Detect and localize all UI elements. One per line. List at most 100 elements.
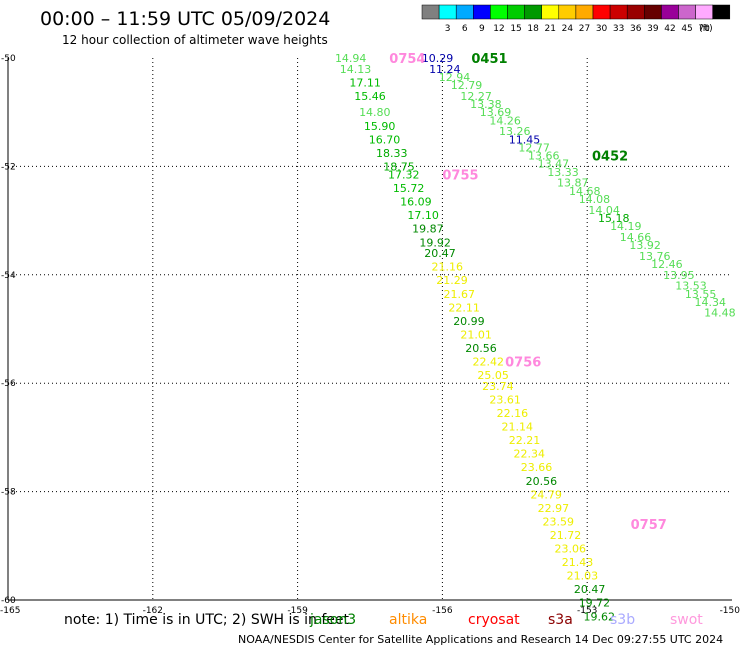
swh-value-label: 23.66: [521, 461, 553, 474]
legend-label: 18: [527, 24, 539, 34]
legend-label: 15: [510, 24, 521, 34]
legend-label: 42: [664, 24, 675, 34]
legend-swatch: [712, 4, 731, 20]
swh-value-label: 21.14: [501, 421, 533, 434]
legend-swatch: [524, 4, 542, 20]
legend-swatch: [455, 4, 474, 20]
legend-swatch: [609, 4, 628, 20]
swh-value-label: 14.08: [579, 193, 611, 206]
legend-label: 6: [462, 24, 468, 34]
swh-value-label: 12.46: [651, 258, 683, 271]
y-tick-label: -56: [1, 379, 16, 389]
swh-value-label: 13.76: [639, 250, 671, 263]
legend-swatch: [421, 4, 440, 20]
swh-value-label: 21.01: [460, 328, 492, 341]
y-tick-label: -60: [1, 596, 16, 606]
legend-unit: (ft): [699, 24, 713, 34]
swh-value-label: 19.92: [419, 236, 451, 249]
swh-value-label: 14.68: [569, 185, 601, 198]
swh-value-label: 13.55: [685, 288, 717, 301]
legend-swatch: [592, 4, 611, 20]
swh-value-label: 25.05: [477, 369, 509, 382]
legend-swatch: [695, 4, 713, 20]
sat-label-jason3: jason3: [310, 612, 357, 628]
legend-label: 36: [630, 24, 642, 34]
legend-label: 39: [647, 24, 659, 34]
legend-label: 27: [579, 24, 590, 34]
swh-value-label: 13.69: [480, 106, 512, 119]
y-tick-label: -50: [1, 54, 16, 64]
sat-label-s3b: s3b: [610, 612, 636, 628]
swh-value-label: 23.06: [555, 543, 587, 556]
swh-value-label: 13.95: [663, 269, 695, 282]
swh-value-label: 14.19: [610, 220, 642, 233]
color-legend: 3 6 9 12 15 18 21 24 27 30 33 36 39 42 45 70(ft): [421, 4, 731, 34]
legend-label: 3: [445, 24, 451, 34]
swh-value-label: 14.34: [695, 296, 727, 309]
swh-value-label: 16.09: [400, 196, 432, 209]
swh-value-label: 22.11: [448, 301, 480, 314]
x-tick-label: -162: [143, 606, 163, 616]
swh-value-label: 13.33: [547, 166, 579, 179]
y-tick-label: -54: [1, 271, 16, 281]
swh-value-label: 21.43: [562, 556, 594, 569]
swh-value-label: 12.27: [460, 90, 492, 103]
legend-label: 33: [613, 24, 624, 34]
swh-value-label: 22.42: [473, 356, 505, 369]
time-label: 0755: [442, 169, 478, 184]
swh-value-label: 12.94: [439, 71, 471, 84]
legend-swatch: [507, 4, 525, 20]
legend-swatch: [558, 4, 577, 20]
legend-label: 24: [562, 24, 574, 34]
x-tick-label: -159: [287, 606, 308, 616]
swh-value-label: 14.26: [489, 114, 521, 127]
footer-note: note: 1) Time is in UTC; 2) SWH is in fe…: [64, 612, 350, 628]
x-tick-label: -165: [0, 606, 20, 616]
legend-swatch: [644, 4, 662, 20]
swh-value-label: 14.13: [340, 63, 372, 76]
x-tick-label: -156: [432, 606, 453, 616]
legend-swatch: [438, 4, 457, 20]
swh-value-label: 20.56: [526, 475, 558, 488]
legend-label: 45: [681, 24, 692, 34]
swh-value-label: 21.67: [444, 288, 476, 301]
chart-subtitle: 12 hour collection of altimeter wave hei…: [62, 33, 328, 47]
swh-value-label: 19.87: [412, 223, 444, 236]
swh-value-label: 20.99: [453, 315, 485, 328]
legend-swatch: [490, 4, 508, 20]
swh-value-label: 17.32: [388, 169, 420, 182]
swh-value-label: 22.97: [538, 502, 570, 515]
x-tick-label: -153: [577, 606, 597, 616]
swh-value-label: 20.47: [574, 583, 606, 596]
swh-value-label: 15.90: [364, 120, 396, 133]
swh-value-label: 10.29: [422, 52, 454, 65]
y-tick-label: -58: [1, 488, 16, 498]
swh-value-label: 21.72: [550, 529, 582, 542]
chart-title: 00:00 – 11:59 UTC 05/09/2024: [40, 8, 331, 30]
legend-swatch: [541, 4, 560, 20]
swh-value-label: 12.77: [518, 141, 550, 154]
swh-value-label: 18.33: [376, 147, 408, 160]
swh-value-label: 11.45: [509, 133, 541, 146]
swh-value-label: 18.75: [383, 160, 415, 173]
legend-label: 12: [493, 24, 504, 34]
swh-value-label: 20.47: [424, 247, 456, 260]
swh-value-label: 13.38: [470, 98, 502, 111]
swh-value-label: 13.47: [538, 158, 570, 171]
swh-value-label: 22.16: [497, 407, 529, 420]
swh-value-label: 24.79: [530, 488, 562, 501]
swh-value-label: 21.29: [436, 274, 468, 287]
swh-value-label: 19.62: [584, 610, 616, 623]
swh-value-label: 22.34: [514, 448, 546, 461]
sat-label-swot: swot: [670, 612, 703, 628]
legend-swatch: [626, 4, 645, 20]
swh-value-label: 13.66: [528, 150, 560, 163]
map-axes: -165 -162 -159 -156 -153 -150 -50 -52 -54 -56 -58 -…: [0, 54, 740, 616]
swh-value-label: 14.66: [620, 231, 652, 244]
swh-value-label: 14.04: [588, 204, 620, 217]
legend-label: 21: [545, 24, 556, 34]
sat-label-altika: altika: [389, 612, 428, 628]
swh-value-label: 14.48: [704, 307, 736, 320]
swh-value-label: 15.72: [393, 182, 425, 195]
